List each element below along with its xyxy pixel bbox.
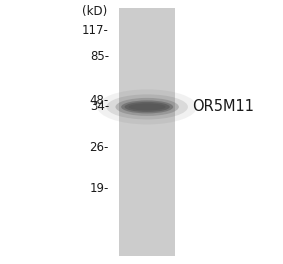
Text: (kD): (kD) — [82, 5, 108, 18]
Text: 85-: 85- — [90, 50, 109, 63]
Ellipse shape — [128, 103, 166, 110]
Text: 48-: 48- — [90, 94, 109, 107]
Bar — [119, 8, 175, 256]
Text: 117-: 117- — [82, 24, 109, 37]
Ellipse shape — [115, 98, 179, 116]
Text: 34-: 34- — [90, 100, 109, 114]
Ellipse shape — [121, 100, 173, 114]
Text: OR5M11: OR5M11 — [192, 100, 254, 114]
Ellipse shape — [97, 89, 197, 125]
Text: 19-: 19- — [90, 182, 109, 195]
Text: 26-: 26- — [90, 141, 109, 154]
Ellipse shape — [106, 95, 188, 119]
Ellipse shape — [125, 102, 170, 112]
